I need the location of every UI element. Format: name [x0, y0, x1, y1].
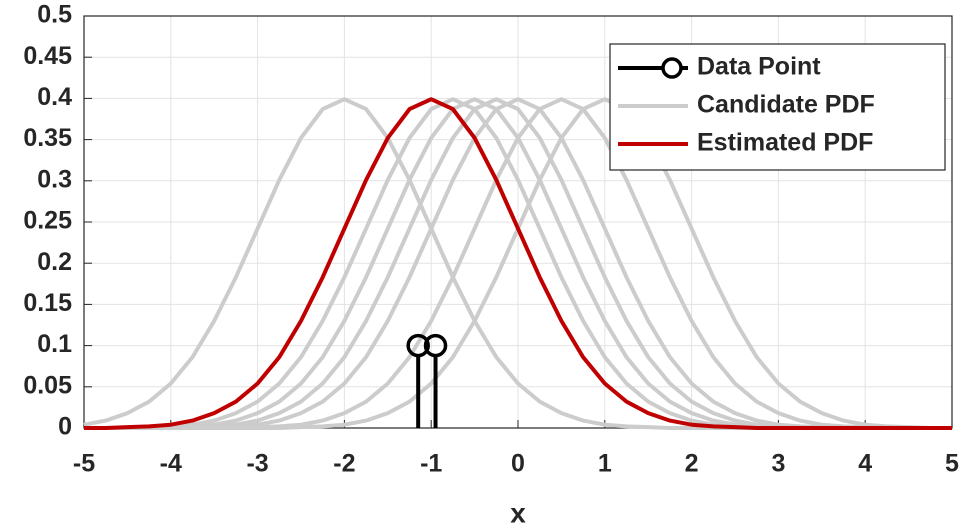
y-tick-label: 0.45	[23, 42, 72, 70]
plot-frame	[83, 15, 953, 429]
estimated-pdf-line	[84, 97, 952, 430]
legend-label: Data Point	[697, 53, 821, 81]
x-tick-label: -1	[420, 450, 442, 478]
legend-label: Candidate PDF	[697, 91, 875, 119]
x-axis-label: x	[510, 497, 526, 528]
y-tick-label: 0.35	[23, 124, 72, 152]
data-point-marker	[423, 333, 448, 358]
legend: Data Point Candidate PDF Estimated PDF	[609, 43, 946, 171]
data-point-marker	[406, 333, 430, 358]
legend-marker	[661, 57, 683, 79]
x-tick-label: -2	[333, 450, 355, 478]
y-tick-label: 0.15	[23, 289, 72, 317]
y-tick-label: 0.25	[23, 207, 72, 235]
x-tick-label: 2	[685, 450, 699, 478]
x-tick-label: 4	[858, 450, 872, 478]
plot-area	[83, 97, 952, 430]
y-tick-label: 0	[58, 413, 72, 441]
x-tick-label: -4	[160, 450, 182, 478]
x-tick-label: 3	[771, 450, 785, 478]
x-tick-label: -3	[246, 450, 268, 478]
x-tick-label: -5	[73, 450, 95, 478]
y-tick-label: 0.5	[37, 1, 72, 29]
y-tick-label: 0.2	[37, 248, 72, 276]
x-tick-label: 0	[511, 450, 525, 478]
x-tick-label: 1	[598, 450, 612, 478]
y-tick-label: 0.3	[37, 165, 72, 193]
y-tick-label: 0.4	[37, 83, 72, 111]
y-tick-label: 0.1	[37, 330, 72, 358]
y-tick-label: 0.05	[23, 371, 72, 399]
x-tick-label: 5	[945, 450, 959, 478]
legend-label: Estimated PDF	[697, 129, 873, 157]
